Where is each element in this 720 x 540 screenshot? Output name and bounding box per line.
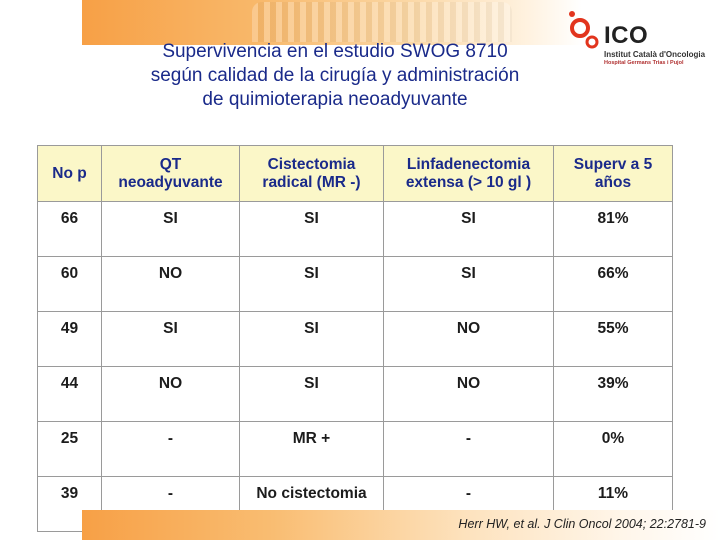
bottom-banner xyxy=(82,510,720,540)
header-cistectomia: Cistectomia radical (MR -) xyxy=(239,145,384,202)
cell-cistectomia: SI xyxy=(239,311,384,367)
cell-qt: - xyxy=(101,421,240,477)
cell-qt: NO xyxy=(101,366,240,422)
top-banner xyxy=(82,0,582,45)
cell-cistectomia: SI xyxy=(239,366,384,422)
cell-patients: 44 xyxy=(37,366,102,422)
logo-hospital: Hospital Germans Trias i Pujol xyxy=(604,60,684,66)
building-photo xyxy=(252,2,512,42)
cell-cistectomia: SI xyxy=(239,201,384,257)
ico-logo-mark-icon xyxy=(569,11,599,49)
cell-linfadenectomia: NO xyxy=(383,311,554,367)
cell-cistectomia: SI xyxy=(239,256,384,312)
cell-linfadenectomia: - xyxy=(383,421,554,477)
slide-title: Supervivencia en el estudio SWOG 8710 se… xyxy=(70,40,600,112)
survival-table: No p QT neoadyuvante Cistectomia radical… xyxy=(37,145,673,532)
cell-qt: NO xyxy=(101,256,240,312)
header-linfadenectomia: Linfadenectomia extensa (> 10 gl ) xyxy=(383,145,554,202)
header-supervivencia: Superv a 5 años xyxy=(553,145,673,202)
cell-patients: 60 xyxy=(37,256,102,312)
citation: Herr HW, et al. J Clin Oncol 2004; 22:27… xyxy=(458,517,706,531)
cell-linfadenectomia: SI xyxy=(383,201,554,257)
title-line-3: de quimioterapia neoadyuvante xyxy=(202,89,468,110)
cell-survival: 0% xyxy=(553,421,673,477)
cell-patients: 49 xyxy=(37,311,102,367)
table-header-row: No p QT neoadyuvante Cistectomia radical… xyxy=(37,145,673,202)
cell-survival: 81% xyxy=(553,201,673,257)
cell-survival: 39% xyxy=(553,366,673,422)
table-row: 25 - MR + - 0% xyxy=(37,421,673,477)
cell-patients: 66 xyxy=(37,201,102,257)
cell-survival: 55% xyxy=(553,311,673,367)
title-line-2: según calidad de la cirugía y administra… xyxy=(150,65,520,86)
cell-qt: SI xyxy=(101,201,240,257)
header-qt-neoadyuvante: QT neoadyuvante xyxy=(101,145,240,202)
table-row: 60 NO SI SI 66% xyxy=(37,256,673,312)
cell-cistectomia: MR + xyxy=(239,421,384,477)
cell-patients: 25 xyxy=(37,421,102,477)
cell-survival: 66% xyxy=(553,256,673,312)
header-no-p: No p xyxy=(37,145,102,202)
title-line-1: Supervivencia en el estudio SWOG 8710 xyxy=(162,41,508,62)
cell-linfadenectomia: SI xyxy=(383,256,554,312)
logo-subtitle: Institut Català d'Oncologia xyxy=(604,50,706,59)
table-row: 44 NO SI NO 39% xyxy=(37,366,673,422)
ico-logo: ICO Institut Català d'Oncologia Hospital… xyxy=(566,8,716,68)
cell-linfadenectomia: NO xyxy=(383,366,554,422)
logo-name: ICO xyxy=(604,22,649,49)
table-row: 49 SI SI NO 55% xyxy=(37,311,673,367)
table-row: 66 SI SI SI 81% xyxy=(37,201,673,257)
cell-qt: SI xyxy=(101,311,240,367)
